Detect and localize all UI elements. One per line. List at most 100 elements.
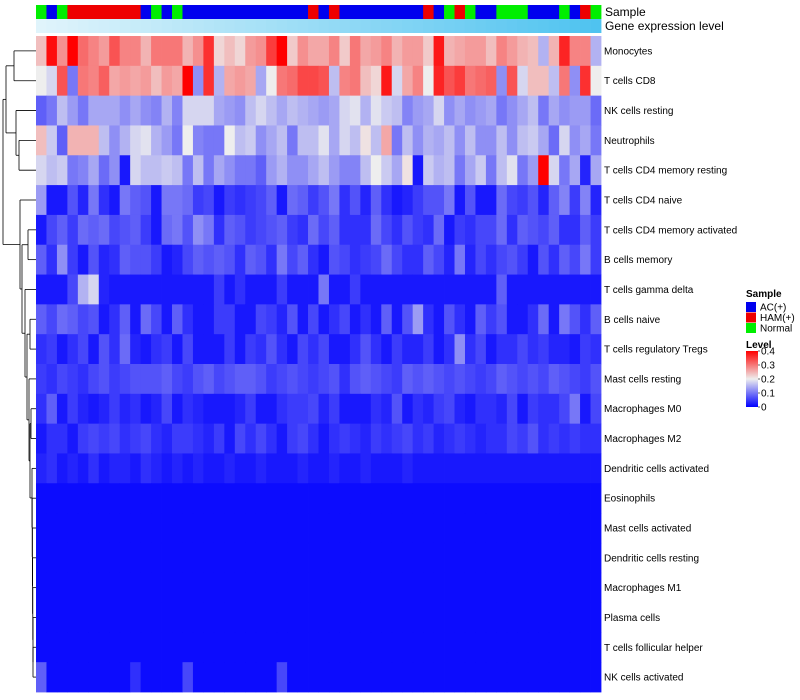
heatmap-cell	[402, 572, 414, 603]
gene-expression-cell	[318, 19, 330, 33]
gene-expression-cell	[88, 19, 100, 33]
heatmap-cell	[98, 364, 110, 395]
heatmap-cell	[224, 453, 236, 484]
heatmap-cell	[36, 632, 47, 663]
gene-expression-cell	[213, 19, 225, 33]
heatmap-cell	[391, 453, 403, 484]
heatmap-cell	[287, 214, 298, 246]
gene-expression-cell	[77, 19, 89, 33]
heatmap-cell	[266, 364, 278, 395]
heatmap-cell	[580, 304, 591, 335]
heatmap-cell	[433, 304, 445, 335]
heatmap-cell	[506, 542, 518, 574]
heatmap-cell	[151, 364, 162, 395]
heatmap-cell	[506, 65, 518, 97]
heatmap-cell	[297, 602, 309, 633]
heatmap-cell	[77, 304, 89, 335]
sample-annotation-cell	[569, 5, 581, 19]
gene-expression-cell	[527, 19, 539, 33]
gene-expression-cell	[56, 19, 68, 33]
heatmap-cell	[464, 214, 476, 246]
heatmap-cell	[433, 632, 445, 663]
heatmap-cell	[224, 36, 236, 67]
sample-annotation-cell	[328, 5, 340, 19]
heatmap-cell	[203, 513, 215, 544]
heatmap-cell	[297, 542, 309, 574]
heatmap-cell	[349, 274, 361, 305]
heatmap-cell	[192, 125, 204, 156]
heatmap-cell	[98, 125, 110, 156]
heatmap-cell	[182, 214, 194, 246]
gene-expression-cell	[36, 19, 47, 33]
heatmap-cell	[119, 393, 131, 425]
heatmap-cell	[349, 244, 361, 275]
heatmap-cell	[454, 304, 466, 335]
heatmap-cell	[318, 304, 330, 335]
heatmap-cell	[318, 453, 330, 484]
heatmap-cell	[192, 95, 204, 126]
heatmap-cell	[580, 36, 591, 67]
heatmap-cell	[172, 423, 183, 454]
heatmap-cell	[161, 483, 173, 514]
heatmap-cell	[192, 602, 204, 633]
heatmap-cell	[580, 632, 591, 663]
heatmap-cell	[67, 155, 79, 186]
heatmap-cell	[569, 393, 581, 425]
heatmap-cell	[182, 423, 194, 454]
heatmap-cell	[402, 542, 414, 574]
heatmap-cell	[370, 572, 382, 603]
heatmap-cell	[213, 185, 225, 216]
heatmap-cell	[77, 36, 89, 67]
heatmap-cell	[172, 393, 183, 425]
heatmap-cell	[308, 185, 319, 216]
heatmap-cell	[287, 244, 298, 275]
heatmap-cell	[444, 65, 455, 97]
heatmap-cell	[360, 542, 372, 574]
heatmap-cell	[46, 393, 58, 425]
heatmap-cell	[266, 95, 278, 126]
heatmap-cell	[161, 36, 173, 67]
heatmap-cell	[98, 453, 110, 484]
sample-annotation-cell	[402, 5, 414, 19]
row-label: B cells naive	[604, 315, 661, 326]
heatmap-cell	[464, 542, 476, 574]
gene-expression-cell	[349, 19, 361, 33]
heatmap-cell	[517, 602, 529, 633]
sample-legend-swatch	[746, 312, 756, 323]
level-legend-tick-label: 0.3	[761, 361, 775, 372]
heatmap-cell	[454, 185, 466, 216]
sample-legend-label: AC(+)	[760, 303, 786, 314]
heatmap-cell	[548, 393, 560, 425]
heatmap-cell	[203, 274, 215, 305]
sample-annotation-cell	[67, 5, 79, 19]
heatmap-cell	[88, 214, 100, 246]
heatmap-cell	[287, 453, 298, 484]
heatmap-cell	[109, 662, 121, 693]
heatmap-cell	[234, 393, 246, 425]
heatmap-cell	[454, 483, 466, 514]
heatmap-cell	[119, 602, 131, 633]
heatmap-cell	[182, 274, 194, 305]
heatmap-cell	[412, 65, 424, 97]
heatmap-cell	[569, 602, 581, 633]
heatmap-cell	[36, 423, 47, 454]
heatmap-cell	[381, 304, 393, 335]
heatmap-cell	[580, 483, 591, 514]
heatmap-cell	[130, 632, 142, 663]
heatmap-cell	[46, 185, 58, 216]
heatmap-cell	[590, 423, 602, 454]
heatmap-cell	[496, 542, 508, 574]
heatmap-cell	[119, 274, 131, 305]
sample-annotation-cell	[444, 5, 455, 19]
heatmap-cell	[391, 36, 403, 67]
heatmap-cell	[527, 304, 539, 335]
heatmap-cell	[381, 95, 393, 126]
heatmap-cell	[412, 453, 424, 484]
sample-annotation-cell	[423, 5, 434, 19]
heatmap-cell	[77, 423, 89, 454]
heatmap-cell	[339, 95, 351, 126]
heatmap-cell	[360, 602, 372, 633]
heatmap-cell	[433, 513, 445, 544]
heatmap-cell	[67, 364, 79, 395]
heatmap-cell	[496, 572, 508, 603]
